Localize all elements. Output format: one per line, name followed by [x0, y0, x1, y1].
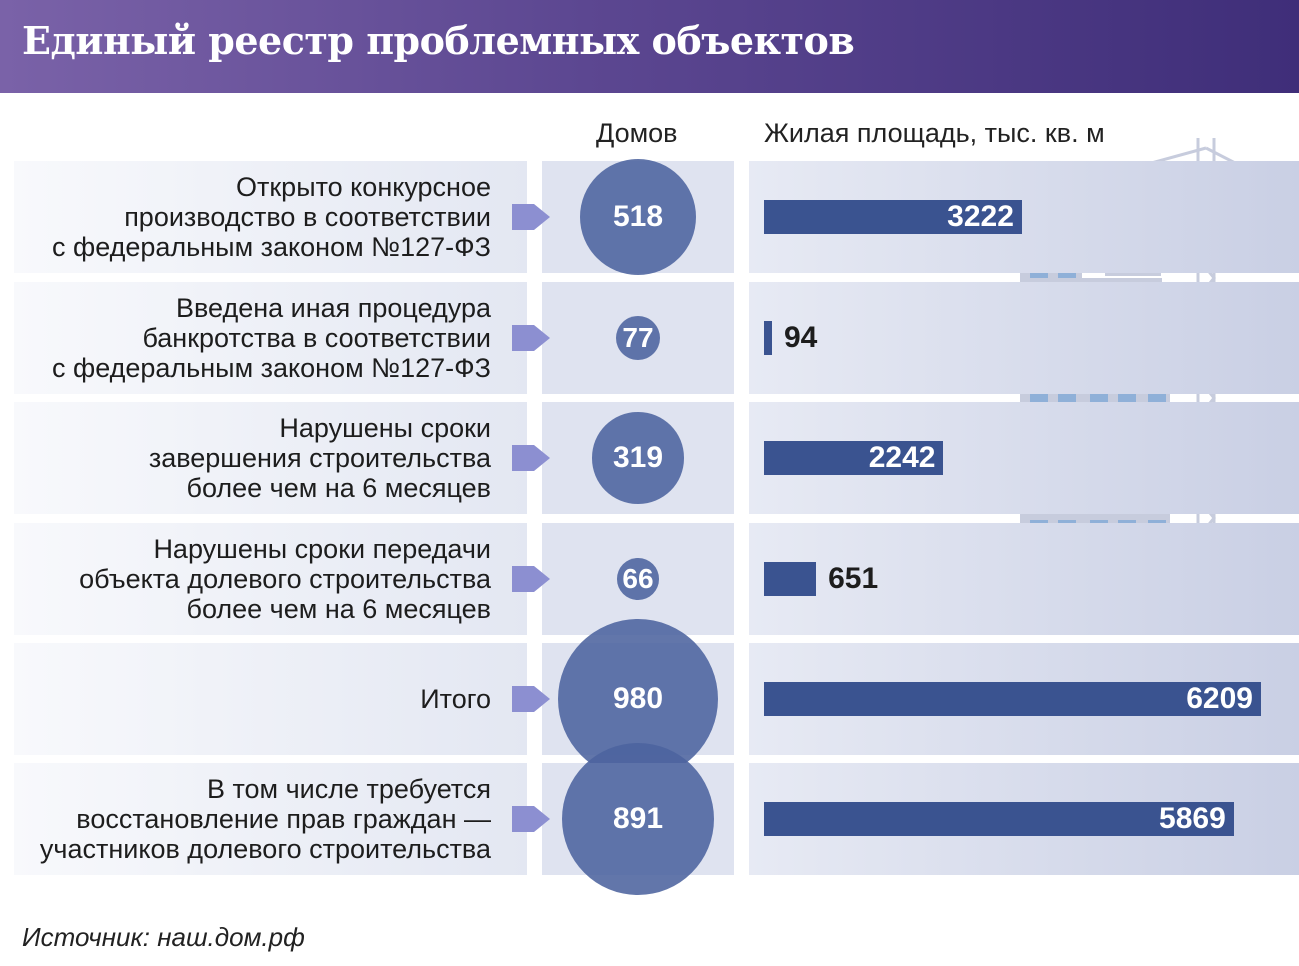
arrow-icon [512, 204, 550, 230]
arrow-icon [512, 686, 550, 712]
category-label-line: Введена иная процедура [175, 293, 491, 323]
category-label: Открыто конкурсное производство в соответ… [14, 172, 491, 262]
houses-bubble: 66 [617, 558, 659, 600]
page-title: Единый реестр проблемных объектов [22, 18, 855, 63]
category-label-line: восстановление прав граждан — [76, 804, 491, 834]
houses-bubble: 891 [561, 742, 715, 896]
area-bar [764, 321, 772, 355]
area-bar [764, 562, 817, 596]
category-label-line: более чем на 6 месяцев [186, 594, 492, 624]
category-label-line: более чем на 6 месяцев [186, 473, 492, 503]
column-header-area: Жилая площадь, тыс. кв. м [764, 118, 1105, 148]
category-label-line: банкротства в соответствии [142, 323, 491, 353]
arrow-icon [512, 566, 550, 592]
category-label: В том числе требуется восстановление прав… [14, 774, 491, 864]
category-label-line: Итого [420, 684, 491, 714]
area-bar: 3222 [764, 200, 1022, 234]
category-label-line: производство в соответствии [124, 202, 491, 232]
category-label: Нарушены сроки завершения строительства бо… [14, 413, 491, 503]
area-cell-background [749, 523, 1299, 635]
area-bar: 5869 [764, 802, 1234, 836]
category-label-line: с федеральным законом №127-ФЗ [51, 353, 491, 383]
source-note: Источник: наш.дом.рф [22, 922, 305, 952]
arrow-icon [512, 325, 550, 351]
category-label-line: объекта долевого строительства [79, 564, 491, 594]
category-label-line: завершения строительства [148, 443, 491, 473]
category-label: Итого [14, 684, 491, 714]
area-bar: 2242 [764, 441, 944, 475]
category-label-line: Нарушены сроки [279, 413, 491, 443]
houses-bubble: 77 [615, 315, 661, 361]
category-label-line: участников долевого строительства [39, 834, 491, 864]
category-label-line: с федеральным законом №127-ФЗ [51, 232, 491, 262]
row-label-background [14, 161, 527, 273]
arrow-icon [512, 806, 550, 832]
row-label-background [14, 402, 527, 514]
area-bar-value: 94 [784, 321, 818, 354]
area-cell-background [749, 282, 1299, 394]
category-label: Введена иная процедура банкротства в соот… [14, 293, 491, 383]
category-label-line: Открыто конкурсное [236, 172, 491, 202]
category-label-line: В том числе требуется [206, 774, 491, 804]
header-banner: Единый реестр проблемных объектов [0, 0, 1299, 93]
area-bar-value: 651 [828, 562, 879, 595]
row-label-background [14, 763, 527, 875]
row-label-background [14, 282, 527, 394]
row-label-background [14, 523, 527, 635]
arrow-icon [512, 445, 550, 471]
area-bar: 6209 [764, 682, 1261, 716]
category-label-line: Нарушены сроки передачи [153, 534, 491, 564]
column-header-houses: Домов [596, 118, 678, 148]
houses-bubble: 319 [592, 412, 684, 504]
category-label: Нарушены сроки передачи объекта долевого … [14, 534, 491, 624]
row-label-background [14, 643, 527, 755]
houses-bubble: 518 [579, 158, 697, 276]
